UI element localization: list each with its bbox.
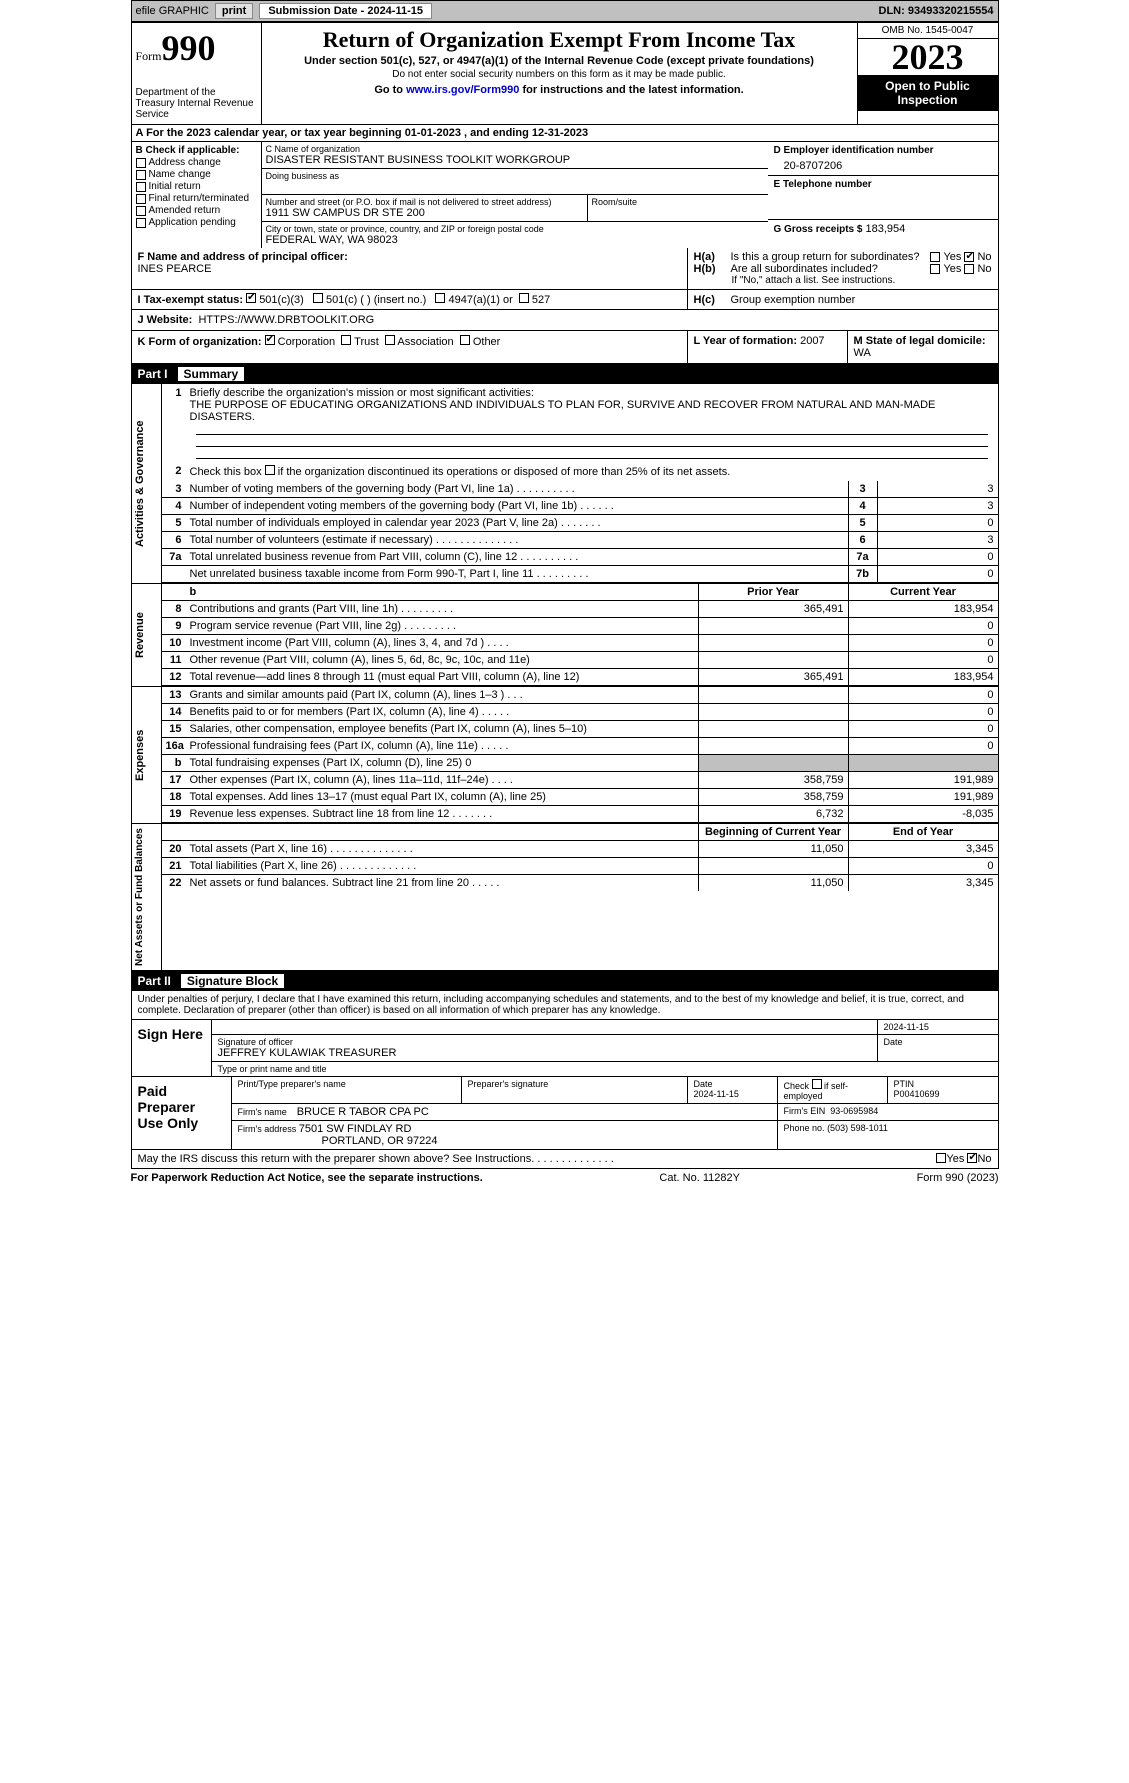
checkbox[interactable]	[385, 335, 395, 345]
org-name: DISASTER RESISTANT BUSINESS TOOLKIT WORK…	[266, 154, 764, 166]
netassets-section: Net Assets or Fund Balances Beginning of…	[131, 824, 999, 971]
discuss-row: May the IRS discuss this return with the…	[131, 1150, 999, 1169]
room-label: Room/suite	[592, 197, 764, 207]
footer: For Paperwork Reduction Act Notice, see …	[131, 1169, 999, 1187]
revenue-section: Revenue b Prior Year Current Year 8Contr…	[131, 584, 999, 687]
check-applicable-label: B Check if applicable:	[136, 145, 257, 156]
submission-date: Submission Date - 2024-11-15	[259, 3, 432, 19]
irs-link[interactable]: www.irs.gov/Form990	[406, 84, 519, 96]
dba-label: Doing business as	[266, 171, 764, 181]
beginning-year-header: Beginning of Current Year	[698, 824, 848, 840]
top-bar: efile GRAPHIC print Submission Date - 20…	[131, 0, 999, 22]
form-number: 990	[162, 28, 216, 68]
netassets-tab: Net Assets or Fund Balances	[132, 824, 162, 970]
ssn-note: Do not enter social security numbers on …	[266, 69, 853, 80]
governance-section: Activities & Governance 1 Briefly descri…	[131, 384, 999, 584]
paid-preparer-block: Paid Preparer Use Only Print/Type prepar…	[131, 1077, 999, 1150]
checkbox[interactable]	[967, 1153, 977, 1163]
form-title: Return of Organization Exempt From Incom…	[266, 27, 853, 53]
checkbox[interactable]	[519, 293, 529, 303]
revenue-tab: Revenue	[132, 584, 162, 686]
current-year-header: Current Year	[848, 584, 998, 600]
checkbox[interactable]	[136, 194, 146, 204]
hb-note: If "No," attach a list. See instructions…	[694, 275, 992, 286]
row-k: K Form of organization: Corporation Trus…	[131, 331, 999, 364]
checkbox[interactable]	[265, 465, 275, 475]
ein-value: 20-8707206	[774, 160, 992, 172]
org-name-label: C Name of organization	[266, 144, 764, 154]
checkbox[interactable]	[136, 170, 146, 180]
end-year-header: End of Year	[848, 824, 998, 840]
section-a: A For the 2023 calendar year, or tax yea…	[131, 125, 999, 142]
subtitle: Under section 501(c), 527, or 4947(a)(1)…	[266, 55, 853, 67]
expenses-section: Expenses 13Grants and similar amounts pa…	[131, 687, 999, 824]
row-f: F Name and address of principal officer:…	[131, 248, 999, 290]
print-button[interactable]: print	[215, 3, 253, 19]
checkbox[interactable]	[136, 218, 146, 228]
checkbox[interactable]	[136, 182, 146, 192]
ein-label: D Employer identification number	[774, 145, 992, 156]
officer-name: INES PEARCE	[138, 263, 681, 275]
receipts-label: G Gross receipts $	[774, 224, 863, 235]
checkbox[interactable]	[136, 206, 146, 216]
address: 1911 SW CAMPUS DR STE 200	[266, 207, 583, 219]
signature-intro: Under penalties of perjury, I declare th…	[131, 991, 999, 1020]
checkbox[interactable]	[313, 293, 323, 303]
prior-year-header: Prior Year	[698, 584, 848, 600]
address-label: Number and street (or P.O. box if mail i…	[266, 197, 583, 207]
checkbox[interactable]	[930, 252, 940, 262]
tax-year: 2023	[858, 39, 998, 75]
department: Department of the Treasury Internal Reve…	[136, 87, 257, 120]
part-1-header: Part I Summary	[131, 364, 999, 384]
form-header: Form990 Department of the Treasury Inter…	[131, 22, 999, 125]
checkbox[interactable]	[341, 335, 351, 345]
efile-label: efile GRAPHIC	[136, 5, 209, 17]
checkbox[interactable]	[435, 293, 445, 303]
checkbox[interactable]	[246, 293, 256, 303]
checkbox[interactable]	[812, 1079, 822, 1089]
mission-text: THE PURPOSE OF EDUCATING ORGANIZATIONS A…	[190, 399, 994, 423]
checkbox[interactable]	[964, 252, 974, 262]
expenses-tab: Expenses	[132, 687, 162, 823]
goto-line: Go to www.irs.gov/Form990 for instructio…	[266, 84, 853, 96]
row-i: I Tax-exempt status: 501(c)(3) 501(c) ( …	[131, 290, 999, 310]
sign-here-block: Sign Here 2024-11-15 Signature of office…	[131, 1020, 999, 1077]
checkbox[interactable]	[930, 264, 940, 274]
checkbox[interactable]	[265, 335, 275, 345]
form-word: Form	[136, 49, 162, 63]
checkbox[interactable]	[460, 335, 470, 345]
phone-label: E Telephone number	[774, 179, 992, 190]
city: FEDERAL WAY, WA 98023	[266, 234, 764, 246]
city-label: City or town, state or province, country…	[266, 224, 764, 234]
governance-tab: Activities & Governance	[132, 384, 162, 583]
row-j: J Website: HTTPS://WWW.DRBTOOLKIT.ORG	[131, 310, 999, 331]
checkbox[interactable]	[964, 264, 974, 274]
officer-label: F Name and address of principal officer:	[138, 251, 681, 263]
website: HTTPS://WWW.DRBTOOLKIT.ORG	[198, 314, 374, 326]
dln: DLN: 93493320215554	[879, 5, 994, 17]
checkbox[interactable]	[136, 158, 146, 168]
receipts-value: 183,954	[866, 223, 906, 235]
inspection-notice: Open to Public Inspection	[858, 75, 998, 111]
info-grid: B Check if applicable: Address change Na…	[131, 142, 999, 248]
checkbox[interactable]	[936, 1153, 946, 1163]
part-2-header: Part II Signature Block	[131, 971, 999, 991]
